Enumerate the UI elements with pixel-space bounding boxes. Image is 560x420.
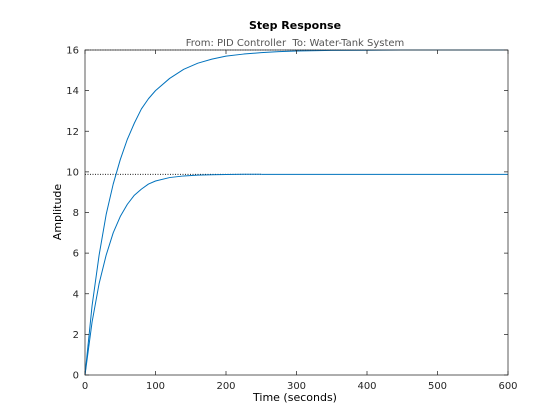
y-axis-label: Amplitude <box>51 184 64 241</box>
y-tick-label: 2 <box>73 330 79 341</box>
x-tick-label: 300 <box>287 381 306 392</box>
y-tick-label: 16 <box>66 46 79 57</box>
chart-title: Step Response <box>249 19 341 32</box>
y-tick-label: 12 <box>66 127 79 138</box>
step-response-series-1 <box>84 49 431 376</box>
y-tick-label: 4 <box>73 289 79 300</box>
x-tick-label: 100 <box>146 381 165 392</box>
x-tick-label: 400 <box>357 381 376 392</box>
chart-subtitle: From: PID Controller To: Water-Tank Syst… <box>186 38 405 49</box>
y-tick-label: 8 <box>73 208 79 219</box>
x-tick-label: 0 <box>82 381 88 392</box>
y-tick-label: 14 <box>66 86 79 97</box>
step-response-series-2 <box>84 173 262 376</box>
x-tick-label: 600 <box>498 381 517 392</box>
y-tick-label: 6 <box>73 249 79 260</box>
series-lines <box>84 49 431 376</box>
x-tick-label: 200 <box>216 381 235 392</box>
y-tick-label: 0 <box>73 371 79 382</box>
plot-area <box>85 50 508 375</box>
x-axis-label: Time (seconds) <box>252 391 337 404</box>
y-tick-label: 10 <box>66 167 79 178</box>
x-axis: 0 100 200 300 400 500 600 <box>82 50 518 392</box>
y-axis: 0 2 4 6 8 10 12 14 16 <box>66 46 508 382</box>
x-tick-label: 500 <box>428 381 447 392</box>
